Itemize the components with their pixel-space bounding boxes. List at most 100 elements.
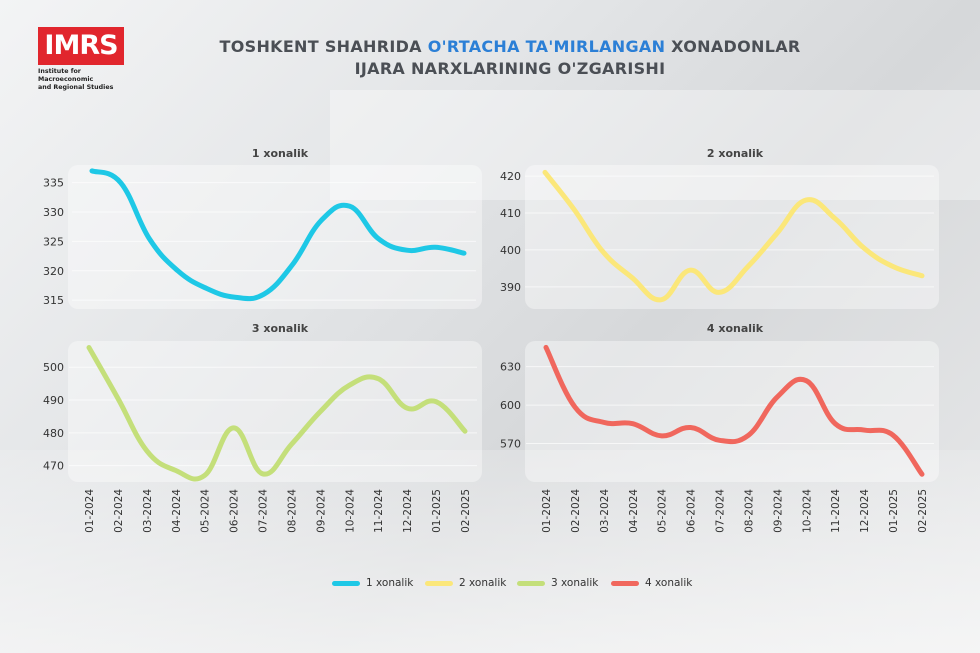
x-tick-label: 07-2024: [258, 489, 270, 533]
series-line: [542, 169, 925, 303]
chart-title-3: 3 xonalik: [251, 322, 309, 335]
data-point: [717, 290, 722, 295]
x-tick-label: 10-2024: [801, 489, 813, 533]
x-tick-label: 08-2024: [743, 489, 755, 533]
x-tick-label: 08-2024: [286, 489, 298, 533]
panel-4-xonalik: [525, 341, 939, 482]
data-point: [920, 472, 925, 477]
data-point: [233, 295, 238, 300]
logo-subtitle-line2: and Regional Studies: [38, 84, 114, 91]
data-point: [630, 421, 635, 426]
data-point: [463, 429, 468, 434]
title-part2: XONADONLAR: [665, 37, 801, 56]
series-line: [543, 344, 925, 477]
x-tick-label: 09-2024: [772, 489, 784, 533]
data-point: [173, 468, 178, 473]
x-tick-label: 04-2024: [628, 489, 640, 533]
x-tick-label: 02-2024: [113, 489, 125, 533]
imrs-logo: IMRS Institute for Macroeconomic and Reg…: [38, 27, 138, 92]
data-point: [434, 399, 439, 404]
data-point: [717, 438, 722, 443]
data-point: [347, 383, 352, 388]
data-point: [775, 394, 780, 399]
data-point: [891, 264, 896, 269]
legend: 1 xonalik 2 xonalik 3 xonalik 4 xonalik: [0, 576, 980, 590]
x-tick-label: 05-2024: [657, 489, 669, 533]
data-point: [290, 262, 295, 267]
y-tick-label: 400: [500, 244, 521, 257]
y-tick-label: 490: [43, 394, 64, 407]
data-point: [920, 273, 925, 278]
logo-subtitle-line1: Institute for Macroeconomic: [38, 68, 94, 83]
data-point: [804, 198, 809, 203]
title-line2: IJARA NARXLARINING O'ZGARISHI: [354, 59, 666, 78]
legend-label-3: 3 xonalik: [551, 577, 599, 589]
y-tick-label: 320: [43, 265, 64, 278]
legend-swatch-1: [332, 580, 360, 586]
data-point: [289, 442, 294, 447]
data-point: [804, 378, 809, 383]
data-point: [115, 396, 120, 401]
data-point: [572, 405, 577, 410]
legend-item-4: 4 xonalik: [611, 576, 692, 590]
x-tick-label: 05-2024: [200, 489, 212, 533]
data-point: [746, 264, 751, 269]
data-point: [462, 251, 467, 256]
data-point: [318, 409, 323, 414]
x-tick-label: 01-2024: [84, 489, 96, 533]
data-point: [601, 420, 606, 425]
data-point: [87, 345, 92, 350]
data-point: [404, 248, 409, 253]
legend-label-1: 1 xonalik: [366, 577, 414, 589]
page-title: TOSHKENT SHAHRIDA O'RTACHA TA'MIRLANGAN …: [150, 36, 870, 80]
panel-3-xonalik: [68, 341, 482, 482]
chart-title-4: 4 xonalik: [706, 322, 764, 335]
y-tick-label: 630: [500, 361, 521, 374]
title-part1: TOSHKENT SHAHRIDA: [219, 37, 428, 56]
y-tick-label: 420: [500, 170, 521, 183]
legend-swatch-4: [611, 580, 639, 586]
x-tick-label: 06-2024: [229, 489, 241, 533]
data-point: [318, 218, 323, 223]
x-tick-label: 06-2024: [686, 489, 698, 533]
x-tick-label: 09-2024: [315, 489, 327, 533]
x-tick-label: 07-2024: [715, 489, 727, 533]
chart-title-2: 2 xonalik: [706, 147, 764, 160]
data-point: [862, 246, 867, 251]
y-tick-label: 315: [43, 294, 64, 307]
logo-mark: IMRS: [38, 27, 124, 65]
data-point: [601, 249, 606, 254]
legend-item-1: 1 xonalik: [332, 576, 413, 590]
logo-subtitle: Institute for Macroeconomic and Regional…: [38, 68, 138, 92]
data-point: [572, 207, 577, 212]
y-tick-label: 325: [43, 235, 64, 248]
data-point: [688, 268, 693, 273]
legend-item-2: 2 xonalik: [425, 576, 506, 590]
x-tick-label: 01-2025: [431, 489, 443, 533]
series-line: [89, 168, 467, 302]
y-tick-label: 570: [500, 438, 521, 451]
x-tick-label: 02-2025: [917, 489, 929, 533]
x-tick-label: 11-2024: [373, 489, 385, 533]
data-point: [891, 433, 896, 438]
data-point: [144, 448, 149, 453]
data-point: [833, 216, 838, 221]
title-highlight: O'RTACHA TA'MIRLANGAN: [427, 37, 666, 56]
y-tick-label: 500: [43, 361, 64, 374]
x-tick-label: 03-2024: [599, 489, 611, 533]
data-point: [260, 471, 265, 476]
x-tick-label: 12-2024: [859, 489, 871, 533]
data-point: [630, 275, 635, 280]
y-tick-label: 390: [500, 281, 521, 294]
legend-label-2: 2 xonalik: [459, 577, 507, 589]
data-point: [231, 425, 236, 430]
data-point: [405, 406, 410, 411]
data-point: [347, 204, 352, 209]
y-tick-label: 330: [43, 206, 64, 219]
y-tick-label: 470: [43, 460, 64, 473]
data-point: [376, 376, 381, 381]
x-tick-label: 03-2024: [142, 489, 154, 533]
y-tick-label: 480: [43, 427, 64, 440]
x-tick-label: 11-2024: [830, 489, 842, 533]
